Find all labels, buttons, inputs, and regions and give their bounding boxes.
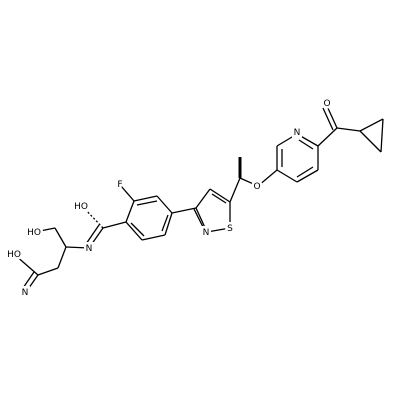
atom-labels: O N O S N F HO N HO HO N [5,97,333,301]
atom-label: HO [7,250,21,260]
atom-label: O [253,182,260,192]
atom-label: S [227,224,233,234]
atom-label: HO [74,202,88,212]
atom-label: HO [27,228,41,238]
atom-label: F [117,180,122,190]
atom-label: O [323,99,330,109]
atom-label: N [203,228,210,238]
atom-label: N [86,244,93,254]
atom-label: N [22,288,29,298]
atom-label: N [294,128,301,138]
bonds [14,105,384,293]
